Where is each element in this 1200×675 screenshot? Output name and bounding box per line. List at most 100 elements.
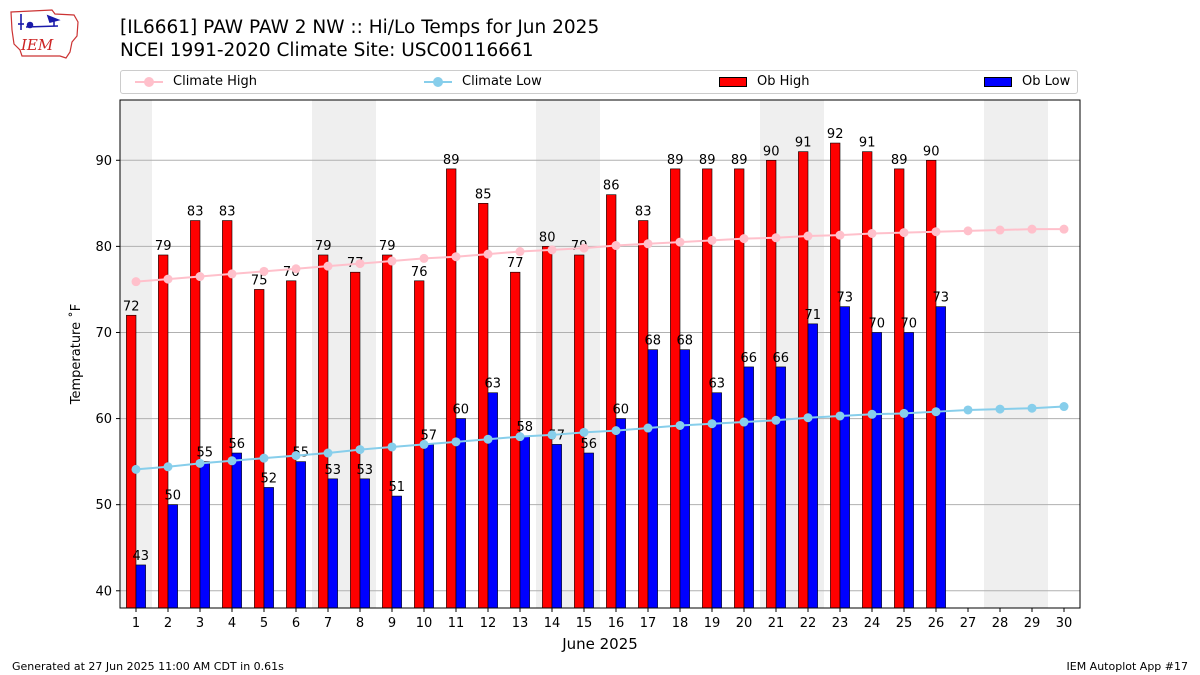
ob-high-label-day-10: 76 [411, 265, 428, 280]
ob-low-label-day-5: 52 [261, 471, 278, 486]
plot-frame [119, 99, 1081, 609]
climate-low-point-day-24 [867, 409, 877, 419]
climate-low-point-day-19 [707, 419, 717, 429]
y-axis-label: Temperature ˚F [68, 304, 84, 405]
climate-low-point-day-16 [611, 426, 621, 436]
generated-note: Generated at 27 Jun 2025 11:00 AM CDT in… [12, 660, 284, 673]
ob-high-bar-day-1 [126, 314, 137, 609]
ob-high-label-day-2: 79 [155, 239, 172, 254]
ob-high-label-day-24: 91 [859, 136, 876, 151]
ob-high-label-day-25: 89 [891, 153, 908, 168]
climate-high-point-day-21 [771, 233, 781, 243]
climate-high-point-day-3 [195, 272, 205, 282]
ob-high-bar-day-21 [766, 159, 777, 609]
ob-high-bar-day-2 [158, 254, 169, 609]
ob-low-label-day-3: 55 [197, 446, 214, 461]
climate-low-point-day-4 [227, 456, 237, 466]
climate-high-point-day-12 [483, 249, 493, 259]
ob-low-label-day-21: 66 [773, 351, 790, 366]
ob-low-label-day-19: 63 [709, 377, 726, 392]
x-tick-label-23: 23 [832, 616, 849, 631]
climate-low-point-day-22 [803, 413, 813, 423]
legend-swatch-ob-low [984, 76, 1012, 87]
climate-low-point-day-21 [771, 415, 781, 425]
climate-high-point-day-5 [259, 266, 269, 276]
climate-high-point-day-20 [739, 234, 749, 244]
climate-low-point-day-12 [483, 434, 493, 444]
ob-low-bar-day-3 [199, 461, 210, 609]
chart-subtitle: NCEI 1991-2020 Climate Site: USC00116661 [120, 40, 534, 61]
ob-low-label-day-4: 56 [229, 437, 246, 452]
climate-low-point-day-14 [547, 430, 557, 440]
climate-low-point-day-13 [515, 432, 525, 442]
climate-high-point-day-9 [387, 256, 397, 266]
legend-label-ob-high: Ob High [757, 74, 810, 89]
ob-high-label-day-16: 86 [603, 179, 620, 194]
x-tick-label-14: 14 [544, 616, 561, 631]
climate-high-point-day-18 [675, 237, 685, 247]
ob-high-bar-day-23 [830, 142, 841, 609]
ob-high-label-day-14: 80 [539, 230, 556, 245]
ob-high-label-day-21: 90 [763, 144, 780, 159]
x-tick-label-12: 12 [480, 616, 497, 631]
logo-text: IEM [20, 36, 54, 54]
ob-low-bar-day-13 [519, 435, 530, 609]
climate-high-point-day-30 [1059, 224, 1069, 234]
ob-high-label-day-18: 89 [667, 153, 684, 168]
climate-low-point-day-17 [643, 423, 653, 433]
climate-high-point-day-6 [291, 264, 301, 274]
ob-high-label-day-23: 92 [827, 127, 844, 142]
y-tick-label-80: 80 [95, 240, 112, 255]
legend-swatch-ob-high [719, 76, 747, 87]
ob-high-label-day-9: 79 [379, 239, 396, 254]
ob-low-bar-day-6 [295, 461, 306, 609]
climate-low-point-day-26 [931, 407, 941, 417]
ob-high-bar-day-5 [254, 289, 265, 609]
ob-high-bar-day-7 [318, 254, 329, 609]
legend-label-climate-low: Climate Low [462, 74, 542, 89]
climate-high-point-day-1 [131, 277, 141, 287]
x-tick-label-29: 29 [1024, 616, 1041, 631]
x-tick-label-27: 27 [960, 616, 977, 631]
climate-low-point-day-3 [195, 458, 205, 468]
x-tick-label-3: 3 [196, 616, 204, 631]
climate-low-point-day-25 [899, 408, 909, 418]
climate-low-point-day-8 [355, 445, 365, 455]
ob-low-label-day-25: 70 [901, 316, 918, 331]
app-note: IEM Autoplot App #17 [1066, 660, 1189, 673]
x-tick-label-28: 28 [992, 616, 1009, 631]
climate-low-point-day-18 [675, 420, 685, 430]
ob-high-bar-day-6 [286, 280, 297, 609]
climate-low-point-day-29 [1027, 403, 1037, 413]
x-tick-label-19: 19 [704, 616, 721, 631]
climate-low-point-day-15 [579, 427, 589, 437]
climate-high-point-day-25 [899, 228, 909, 238]
x-tick-label-11: 11 [448, 616, 465, 631]
x-tick-label-8: 8 [356, 616, 364, 631]
ob-low-bar-day-21 [775, 366, 786, 609]
x-tick-label-24: 24 [864, 616, 881, 631]
x-tick-label-1: 1 [132, 616, 140, 631]
legend-label-climate-high: Climate High [173, 74, 258, 89]
legend-item-climate-high: Climate High [135, 74, 257, 89]
climate-high-point-day-27 [963, 226, 973, 236]
legend: Climate High Climate Low Ob High Ob Low [120, 70, 1078, 94]
ob-high-label-day-17: 83 [635, 205, 652, 220]
climate-high-line [135, 228, 1064, 283]
ob-high-label-day-20: 89 [731, 153, 748, 168]
ob-low-label-day-1: 43 [133, 549, 150, 564]
x-tick-label-16: 16 [608, 616, 625, 631]
ob-high-bar-day-17 [638, 220, 649, 609]
climate-low-point-day-10 [419, 439, 429, 449]
ob-low-bar-day-15 [583, 452, 594, 609]
ob-high-label-day-4: 83 [219, 205, 236, 220]
ob-low-label-day-22: 71 [805, 308, 822, 323]
climate-high-point-day-16 [611, 241, 621, 251]
ob-high-bar-day-18 [670, 168, 681, 609]
legend-swatch-climate-low [424, 75, 452, 89]
ob-high-label-day-1: 72 [123, 299, 140, 314]
ob-low-label-day-8: 53 [357, 463, 374, 478]
climate-low-point-day-1 [131, 464, 141, 474]
climate-high-point-day-23 [835, 230, 845, 240]
ob-high-label-day-19: 89 [699, 153, 716, 168]
